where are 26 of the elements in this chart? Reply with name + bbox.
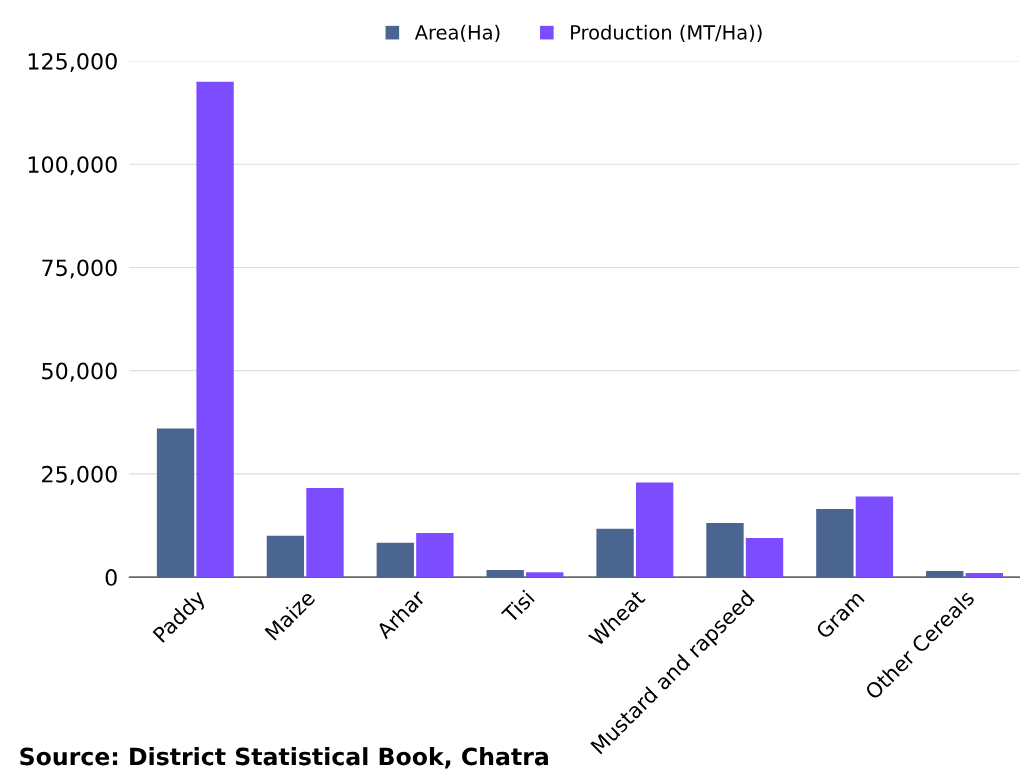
y-tick-label: 125,000 — [28, 52, 117, 73]
bar — [486, 570, 524, 578]
bar — [706, 523, 744, 578]
bar — [635, 482, 674, 578]
y-tick-label: 0 — [105, 569, 117, 586]
bar — [855, 496, 894, 578]
source-note: Source: District Statistical Book, Chatra — [20, 747, 548, 769]
bar — [816, 508, 854, 578]
legend-label: Area(Ha) — [414, 24, 500, 43]
y-tick-label: 75,000 — [42, 259, 117, 279]
y-tick-label: 25,000 — [42, 465, 117, 485]
bar — [416, 532, 454, 578]
bar — [196, 81, 234, 578]
bar — [526, 572, 564, 578]
bar — [156, 428, 195, 578]
bar — [745, 537, 784, 578]
bar — [306, 487, 344, 578]
y-tick-label: 50,000 — [42, 362, 117, 382]
bar — [376, 542, 414, 578]
bar — [926, 570, 964, 578]
bar — [266, 535, 305, 578]
bar — [596, 528, 634, 578]
y-tick-label: 100,000 — [28, 156, 117, 176]
bar — [965, 572, 1003, 578]
legend-label: Production (MT/Ha)) — [571, 24, 762, 43]
x-tick-label: Tisi — [500, 589, 535, 625]
